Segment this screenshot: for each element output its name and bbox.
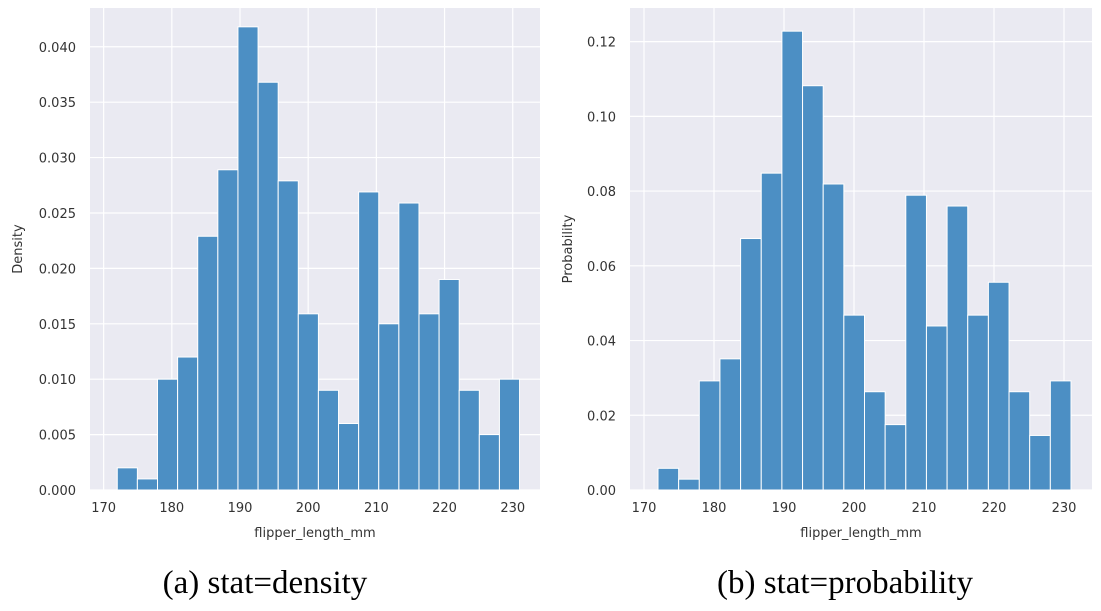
- histogram-bar: [317, 389, 340, 491]
- histogram-bar: [197, 235, 219, 491]
- y-tick-label: 0.12: [587, 36, 616, 51]
- x-axis-label: flipper_length_mm: [254, 526, 375, 541]
- x-tick-label: 210: [912, 501, 937, 516]
- probability-histogram-panel: 170 180 190 200 210 220 230 0.00 0.02 0.04 0.06 0.0…: [561, 8, 1092, 601]
- histogram-bar: [1029, 434, 1051, 491]
- histogram-bar: [116, 467, 138, 491]
- x-tick-label: 190: [772, 501, 797, 516]
- histogram-bar: [1008, 391, 1031, 491]
- y-tick-label: 0.040: [39, 41, 76, 56]
- histogram-bar: [843, 314, 865, 491]
- y-axis-label: Density: [11, 224, 26, 274]
- histogram-bar: [478, 434, 500, 491]
- histogram-bar: [905, 194, 927, 491]
- histogram-bar: [398, 202, 420, 491]
- y-axis-label: Probability: [561, 214, 576, 283]
- histogram-bar: [217, 169, 239, 491]
- histogram-bar: [657, 467, 680, 491]
- histogram-bar: [967, 314, 989, 491]
- histogram-bar: [822, 183, 845, 491]
- x-tick-label: 180: [702, 501, 727, 516]
- histogram-bar: [358, 191, 380, 491]
- histogram-bar: [297, 313, 319, 491]
- histogram-bar: [678, 478, 700, 491]
- histogram-bar: [946, 205, 969, 491]
- histogram-bar: [925, 325, 948, 491]
- histogram-bar: [418, 313, 440, 491]
- histogram-bar: [698, 380, 721, 491]
- y-tick-label: 0.02: [587, 409, 616, 424]
- y-tick-label: 0.000: [39, 484, 76, 499]
- histogram-bar: [884, 424, 907, 491]
- histogram-bar: [136, 478, 159, 491]
- histogram-bar: [719, 358, 742, 491]
- y-tick-label: 0.010: [39, 373, 76, 388]
- histogram-bar: [378, 323, 400, 491]
- y-tick-label: 0.015: [39, 318, 76, 333]
- x-tick-label: 210: [364, 501, 389, 516]
- x-axis-label: flipper_length_mm: [800, 526, 921, 541]
- histogram-bar: [864, 391, 886, 491]
- histogram-bar: [257, 81, 279, 491]
- histogram-bar: [781, 30, 804, 491]
- y-tick-label: 0.00: [587, 484, 616, 499]
- x-tick-label: 230: [500, 501, 525, 516]
- y-tick-label: 0.06: [587, 260, 616, 275]
- y-tick-label: 0.030: [39, 152, 76, 167]
- histogram-bar: [802, 85, 824, 491]
- x-tick-label: 190: [228, 501, 253, 516]
- histogram-bar: [277, 180, 299, 491]
- histogram-bar: [498, 378, 521, 491]
- histogram-bar: [157, 378, 179, 491]
- y-tick-label: 0.10: [587, 110, 616, 125]
- histogram-bar: [1049, 380, 1072, 491]
- y-tick-label: 0.005: [39, 429, 76, 444]
- y-tick-label: 0.035: [39, 96, 76, 111]
- histogram-bar: [438, 278, 460, 491]
- x-tick-label: 220: [432, 501, 457, 516]
- histogram-bar: [760, 172, 783, 491]
- histogram-bar: [458, 389, 480, 491]
- y-tick-label: 0.020: [39, 262, 76, 277]
- subfigure-caption: (a) stat=density: [163, 565, 368, 601]
- x-tick-label: 180: [159, 501, 184, 516]
- x-tick-label: 200: [296, 501, 321, 516]
- histogram-bar: [237, 26, 259, 491]
- x-tick-label: 200: [842, 501, 867, 516]
- x-tick-label: 230: [1052, 501, 1077, 516]
- x-tick-label: 170: [632, 501, 657, 516]
- x-tick-label: 170: [91, 501, 116, 516]
- histogram-bar: [177, 356, 199, 491]
- y-tick-label: 0.025: [39, 207, 76, 222]
- histogram-bar: [740, 238, 762, 491]
- y-tick-label: 0.04: [587, 335, 616, 350]
- density-histogram-panel: 170 180 190 200 210 220 230 0.000 0.005 0.010 0.01…: [11, 8, 540, 601]
- x-tick-label: 220: [982, 501, 1007, 516]
- y-tick-label: 0.08: [587, 185, 616, 200]
- histogram-bar: [987, 281, 1010, 491]
- subfigure-caption: (b) stat=probability: [717, 565, 973, 601]
- histogram-bar: [338, 423, 360, 491]
